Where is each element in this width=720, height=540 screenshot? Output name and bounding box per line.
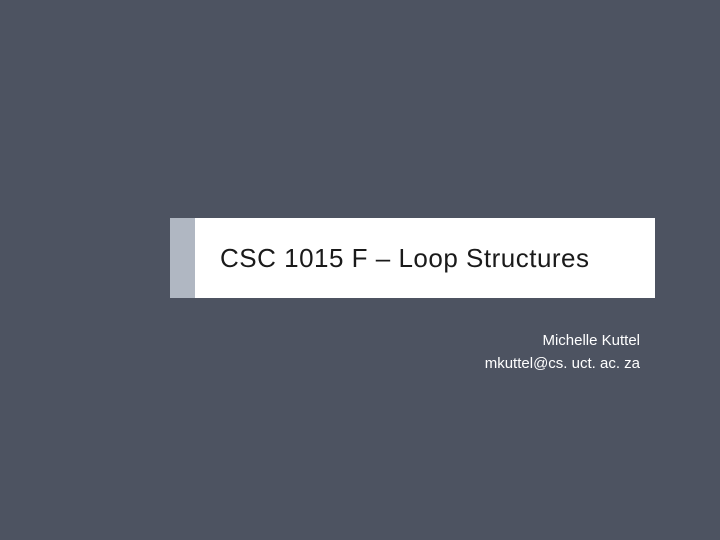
author-name: Michelle Kuttel (170, 330, 640, 353)
title-accent-bar (170, 218, 195, 298)
slide-title: CSC 1015 F – Loop Structures (220, 243, 590, 274)
author-block: Michelle Kuttel mkuttel@cs. uct. ac. za (170, 330, 655, 375)
author-email: mkuttel@cs. uct. ac. za (170, 353, 640, 376)
title-block: CSC 1015 F – Loop Structures (170, 218, 655, 298)
